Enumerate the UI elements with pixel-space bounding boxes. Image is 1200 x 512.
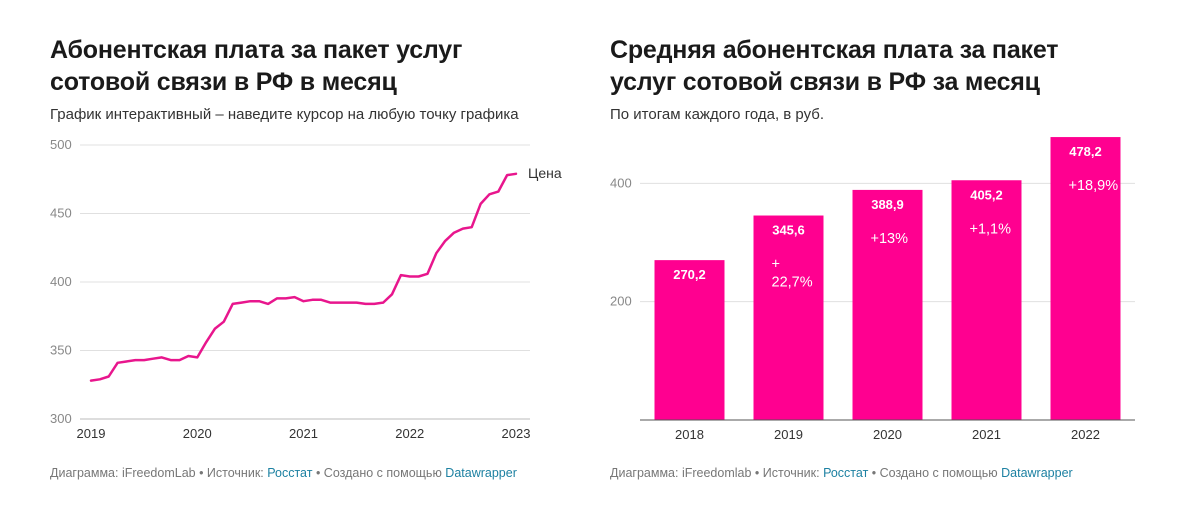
y-tick-label: 400 [610, 175, 632, 190]
line-chart-title-line-1: Абонентская плата за пакет услуг [50, 36, 463, 64]
price-line [89, 172, 518, 382]
x-tick-label: 2019 [77, 426, 106, 441]
line-chart-subtitle: График интерактивный – наведите курсор н… [50, 106, 519, 123]
footer-middle: • Создано с помощью [868, 466, 1002, 480]
bar-change-label: + [772, 257, 780, 273]
bar-value-label: 388,9 [871, 197, 904, 212]
line-chart-title-line-2: сотовой связи в РФ в месяц [50, 68, 397, 96]
line-chart-plot[interactable]: 300 350 400 450 500 2019 2020 2021 2022 2023 Цена [0, 0, 580, 512]
datawrapper-link[interactable]: Datawrapper [1001, 466, 1073, 480]
x-tick-label: 2021 [972, 427, 1001, 442]
y-tick-label: 500 [50, 137, 72, 152]
x-tick-label: 2022 [395, 426, 424, 441]
bar-value-label: 270,2 [673, 267, 706, 282]
bar-chart-title-line-1: Средняя абонентская плата за пакет [610, 36, 1059, 64]
x-tick-label: 2022 [1071, 427, 1100, 442]
y-tick-label: 450 [50, 206, 72, 221]
line-chart-title: Абонентская плата за пакет услуг сотовой… [50, 34, 462, 98]
bar-chart-subtitle: По итогам каждого года, в руб. [610, 106, 825, 123]
bar-change-label: +13% [871, 231, 909, 247]
bar [852, 189, 923, 420]
x-tick-label: 2018 [675, 427, 704, 442]
y-tick-label: 300 [50, 411, 72, 426]
bar-chart-panel: Средняя абонентская плата за пакет услуг… [600, 0, 1200, 512]
y-tick-label: 400 [50, 274, 72, 289]
source-link[interactable]: Росстат [267, 466, 313, 480]
footer-prefix: Диаграмма: iFreedomlab • Источник: [610, 466, 824, 480]
bar-chart-plot[interactable]: 200 400 270,2 2018 345,6 +22,7% 2019 388,9 +13% 2… [600, 0, 1200, 512]
y-tick-label: 350 [50, 343, 72, 358]
x-tick-label: 2021 [289, 426, 318, 441]
series-label: Цена [528, 165, 562, 181]
line-chart-footer: Диаграмма: iFreedomLab • Источник: Росст… [50, 466, 517, 480]
bar [951, 180, 1022, 420]
line-chart-panel: Абонентская плата за пакет услуг сотовой… [0, 0, 580, 512]
bar-change-label: +18,9% [1069, 178, 1119, 194]
bar [654, 260, 725, 420]
bar-chart-title-line-2: услуг сотовой связи в РФ за месяц [610, 68, 1040, 96]
bar [753, 215, 824, 420]
bar-value-label: 478,2 [1069, 144, 1102, 159]
bar-value-label: 345,6 [772, 223, 805, 238]
bar-chart-footer: Диаграмма: iFreedomlab • Источник: Росст… [610, 466, 1073, 480]
datawrapper-link[interactable]: Datawrapper [445, 466, 517, 480]
y-tick-label: 200 [610, 294, 632, 309]
x-tick-label: 2019 [774, 427, 803, 442]
bar [1050, 137, 1121, 420]
x-tick-label: 2023 [502, 426, 531, 441]
bar-chart-title: Средняя абонентская плата за пакет услуг… [610, 34, 1058, 98]
footer-middle: • Создано с помощью [312, 466, 446, 480]
x-tick-label: 2020 [873, 427, 902, 442]
bar-value-label: 405,2 [970, 187, 1003, 202]
source-link[interactable]: Росстат [823, 466, 869, 480]
x-tick-label: 2020 [183, 426, 212, 441]
bar-change-label: 22,7% [772, 275, 813, 291]
bar-change-label: +1,1% [970, 221, 1012, 237]
footer-prefix: Диаграмма: iFreedomLab • Источник: [50, 466, 268, 480]
